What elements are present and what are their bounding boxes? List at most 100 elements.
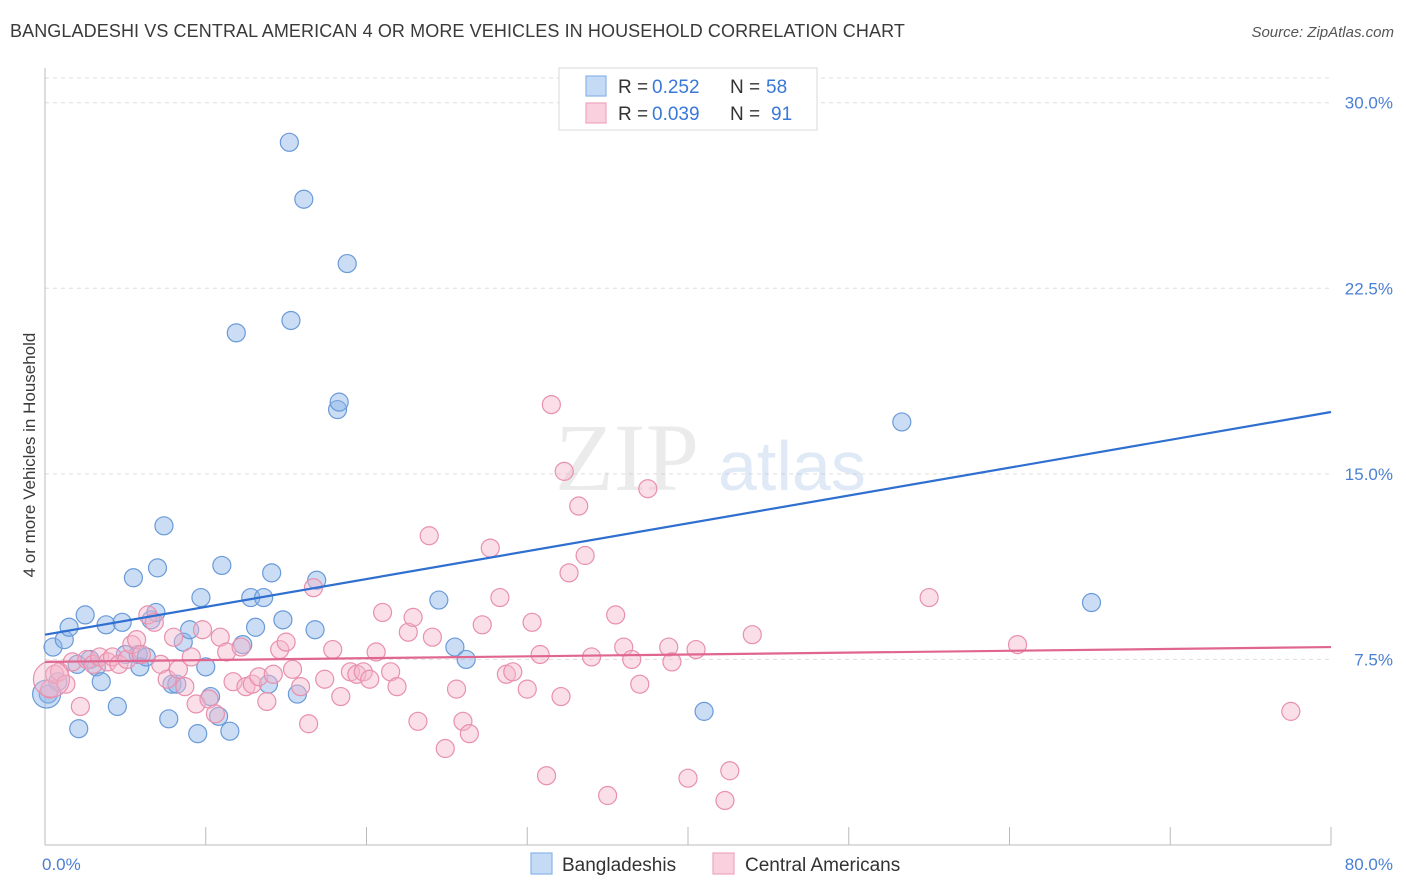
bangladeshi-point [75, 605, 95, 625]
central-american-point [720, 761, 740, 781]
x-tick-label-max: 80.0% [1345, 855, 1393, 874]
y-axis-label: 4 or more Vehicles in Household [20, 333, 39, 578]
central-american-point [536, 766, 557, 786]
y-tick-label: 22.5% [1345, 279, 1393, 298]
central-american-point [659, 637, 679, 657]
central-american-point [480, 538, 500, 558]
central-american-point [299, 714, 319, 734]
central-american-point [144, 612, 164, 632]
watermark-atlas: atlas [718, 427, 866, 505]
legend-swatch-central-americans [585, 102, 607, 124]
central-american-point [503, 662, 523, 682]
central-american-point [205, 704, 225, 724]
central-american-point [715, 790, 735, 811]
bangladeshi-point [167, 674, 187, 694]
central-american-point [366, 642, 386, 662]
central-american-point [263, 664, 283, 684]
bangladeshi-point [59, 617, 79, 637]
central-american-point [408, 711, 428, 731]
bangladeshi-point [294, 189, 314, 209]
y-tick-labels: 7.5% 15.0% 22.5% 30.0% [1345, 94, 1393, 670]
central-american-point [569, 496, 589, 516]
central-american-point [315, 669, 335, 689]
bangladeshi-point [154, 516, 174, 536]
bangladeshi-point [694, 701, 714, 721]
central-american-point [630, 674, 650, 694]
bangladeshi-point [329, 392, 349, 412]
bangladeshi-point [173, 632, 193, 652]
central-american-point [331, 686, 351, 707]
central-american-point [398, 622, 418, 642]
trend-line-bangladeshis [44, 410, 1332, 636]
x-tick-labels: 0.0% 80.0% [42, 855, 1393, 874]
bottom-legend-swatch-bangladeshis [530, 852, 553, 875]
central-american-point [70, 696, 90, 717]
bangladeshi-point [191, 587, 211, 608]
bangladeshi-point [159, 709, 179, 729]
bottom-legend-label-bangladeshis: Bangladeshis [562, 855, 676, 876]
bangladeshi-point [429, 590, 449, 610]
central-american-point [559, 563, 579, 583]
central-american-point [554, 461, 574, 481]
bangladeshi-point [43, 637, 63, 657]
bangladeshi-point [226, 323, 246, 343]
legend-swatch-bangladeshis [585, 75, 607, 97]
central-american-point [323, 639, 343, 660]
bangladeshi-point [1081, 592, 1102, 613]
central-american-point [175, 677, 195, 697]
grid-lines [45, 77, 1331, 660]
central-american-point [551, 686, 571, 707]
central-american-point [446, 679, 467, 699]
central-american-point [249, 667, 269, 687]
trend-line-central-americans [44, 645, 1332, 664]
central-american-point [742, 625, 762, 645]
central-american-point [662, 652, 682, 672]
bangladeshi-point [212, 555, 232, 576]
central-american-point-large [32, 660, 71, 698]
legend-n-value-1: 58 [766, 77, 787, 98]
legend-r-value-1: 0.252 [652, 77, 700, 98]
bangladeshi-point [69, 719, 89, 739]
x-tick-label-min: 0.0% [42, 855, 81, 874]
central-american-point [638, 479, 658, 499]
central-american-point [192, 620, 213, 640]
central-american-point [453, 711, 473, 731]
central-american-point [387, 677, 407, 697]
central-american-point [919, 587, 939, 608]
central-american-point [1281, 701, 1301, 721]
watermark: ZIP atlas [555, 404, 866, 511]
central-american-point [575, 545, 595, 566]
y-tick-label: 30.0% [1345, 94, 1393, 113]
central-american-point [581, 647, 602, 667]
central-american-point [1007, 634, 1028, 655]
central-american-point [127, 630, 147, 650]
bangladeshi-point [273, 610, 293, 630]
bangladeshi-point [209, 706, 229, 726]
central-american-point [290, 677, 311, 697]
central-american-point [622, 649, 642, 670]
central-american-point [686, 639, 706, 660]
central-american-point [353, 662, 373, 682]
axes [44, 68, 1332, 846]
legend-r-label-2: R = [618, 104, 648, 125]
bangladeshi-point [892, 412, 912, 432]
central-american-point [490, 587, 510, 608]
bangladeshi-point [147, 558, 168, 578]
central-american-point [678, 768, 698, 788]
chart-title: BANGLADESHI VS CENTRAL AMERICAN 4 OR MOR… [10, 21, 905, 41]
bangladeshi-point [445, 637, 465, 657]
central-american-point [541, 394, 561, 415]
central-american-point [117, 649, 137, 670]
bottom-legend-swatch-central-americans [712, 852, 735, 875]
y-tick-label: 7.5% [1354, 650, 1393, 669]
legend-r-label-1: R = [618, 77, 648, 98]
central-american-point [372, 602, 393, 623]
source-label: Source: ZipAtlas.com [1251, 24, 1394, 41]
central-american-point [186, 694, 206, 714]
bangladeshi-point [123, 568, 144, 588]
bangladeshi-point [107, 696, 127, 717]
central-american-point [83, 654, 103, 674]
bangladeshi-point [327, 399, 348, 420]
legend-n-label-2: N = [730, 104, 760, 125]
